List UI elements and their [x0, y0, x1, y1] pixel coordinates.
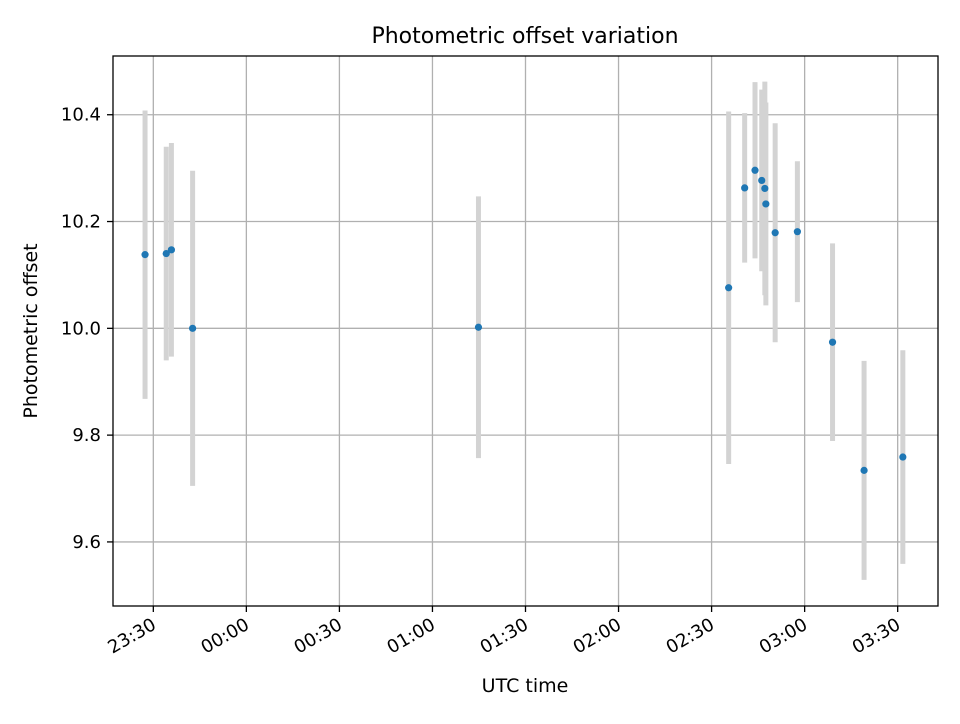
y-tick-label: 9.8 [72, 425, 101, 446]
x-axis-label: UTC time [482, 675, 569, 697]
data-point [762, 200, 770, 208]
y-tick-label: 10.2 [61, 212, 101, 233]
data-point [474, 323, 483, 331]
y-tick-label: 9.6 [72, 532, 101, 553]
grid-layer [113, 56, 938, 606]
data-point [771, 229, 779, 237]
data-point [741, 184, 749, 192]
y-tick-label: 10.4 [61, 105, 101, 126]
y-axis-label: Photometric offset [20, 243, 42, 418]
y-tick-label: 10.0 [61, 318, 101, 339]
data-point [162, 249, 170, 258]
data-point [899, 453, 907, 461]
data-point [761, 184, 769, 193]
data-point [828, 338, 837, 346]
data-point [189, 324, 197, 332]
data-point [725, 284, 733, 292]
data-point [758, 176, 766, 185]
data-point [141, 251, 149, 259]
y-axis: 9.6 9.8 10.0 10.2 10.4 [61, 105, 113, 553]
data-point [860, 466, 868, 474]
data-point [751, 166, 759, 174]
chart-title: Photometric offset variation [371, 24, 678, 49]
data-point [793, 228, 801, 236]
point-layer [141, 166, 907, 474]
data-point [167, 246, 176, 254]
